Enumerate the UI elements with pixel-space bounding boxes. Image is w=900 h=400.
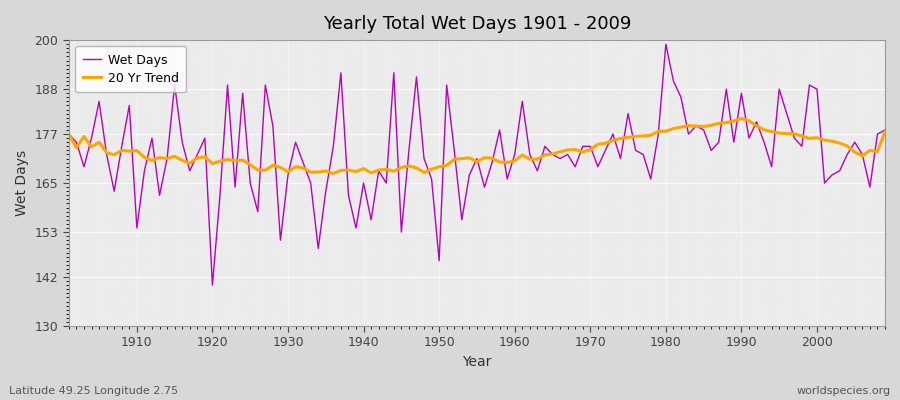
20 Yr Trend <box>124 149 135 154</box>
20 Yr Trend <box>343 168 354 172</box>
X-axis label: Year: Year <box>463 355 491 369</box>
20 Yr Trend <box>608 138 618 143</box>
20 Yr Trend <box>509 158 520 163</box>
20 Yr Trend <box>290 164 301 169</box>
20 Yr Trend <box>517 153 527 158</box>
Legend: Wet Days, 20 Yr Trend: Wet Days, 20 Yr Trend <box>75 46 186 92</box>
20 Yr Trend <box>736 116 747 121</box>
Y-axis label: Wet Days: Wet Days <box>15 150 29 216</box>
Wet Days <box>661 42 671 46</box>
Line: 20 Yr Trend: 20 Yr Trend <box>68 118 885 174</box>
Wet Days <box>509 152 520 157</box>
Wet Days <box>343 193 354 198</box>
Wet Days <box>63 132 74 136</box>
Wet Days <box>207 283 218 288</box>
Text: Latitude 49.25 Longitude 2.75: Latitude 49.25 Longitude 2.75 <box>9 386 178 396</box>
20 Yr Trend <box>328 171 338 176</box>
Wet Days <box>298 160 309 165</box>
Title: Yearly Total Wet Days 1901 - 2009: Yearly Total Wet Days 1901 - 2009 <box>323 15 631 33</box>
Wet Days <box>124 103 135 108</box>
20 Yr Trend <box>63 132 74 136</box>
Wet Days <box>517 99 527 104</box>
Line: Wet Days: Wet Days <box>68 44 885 285</box>
20 Yr Trend <box>879 130 890 134</box>
Wet Days <box>879 128 890 132</box>
Wet Days <box>608 132 618 136</box>
Text: worldspecies.org: worldspecies.org <box>796 386 891 396</box>
